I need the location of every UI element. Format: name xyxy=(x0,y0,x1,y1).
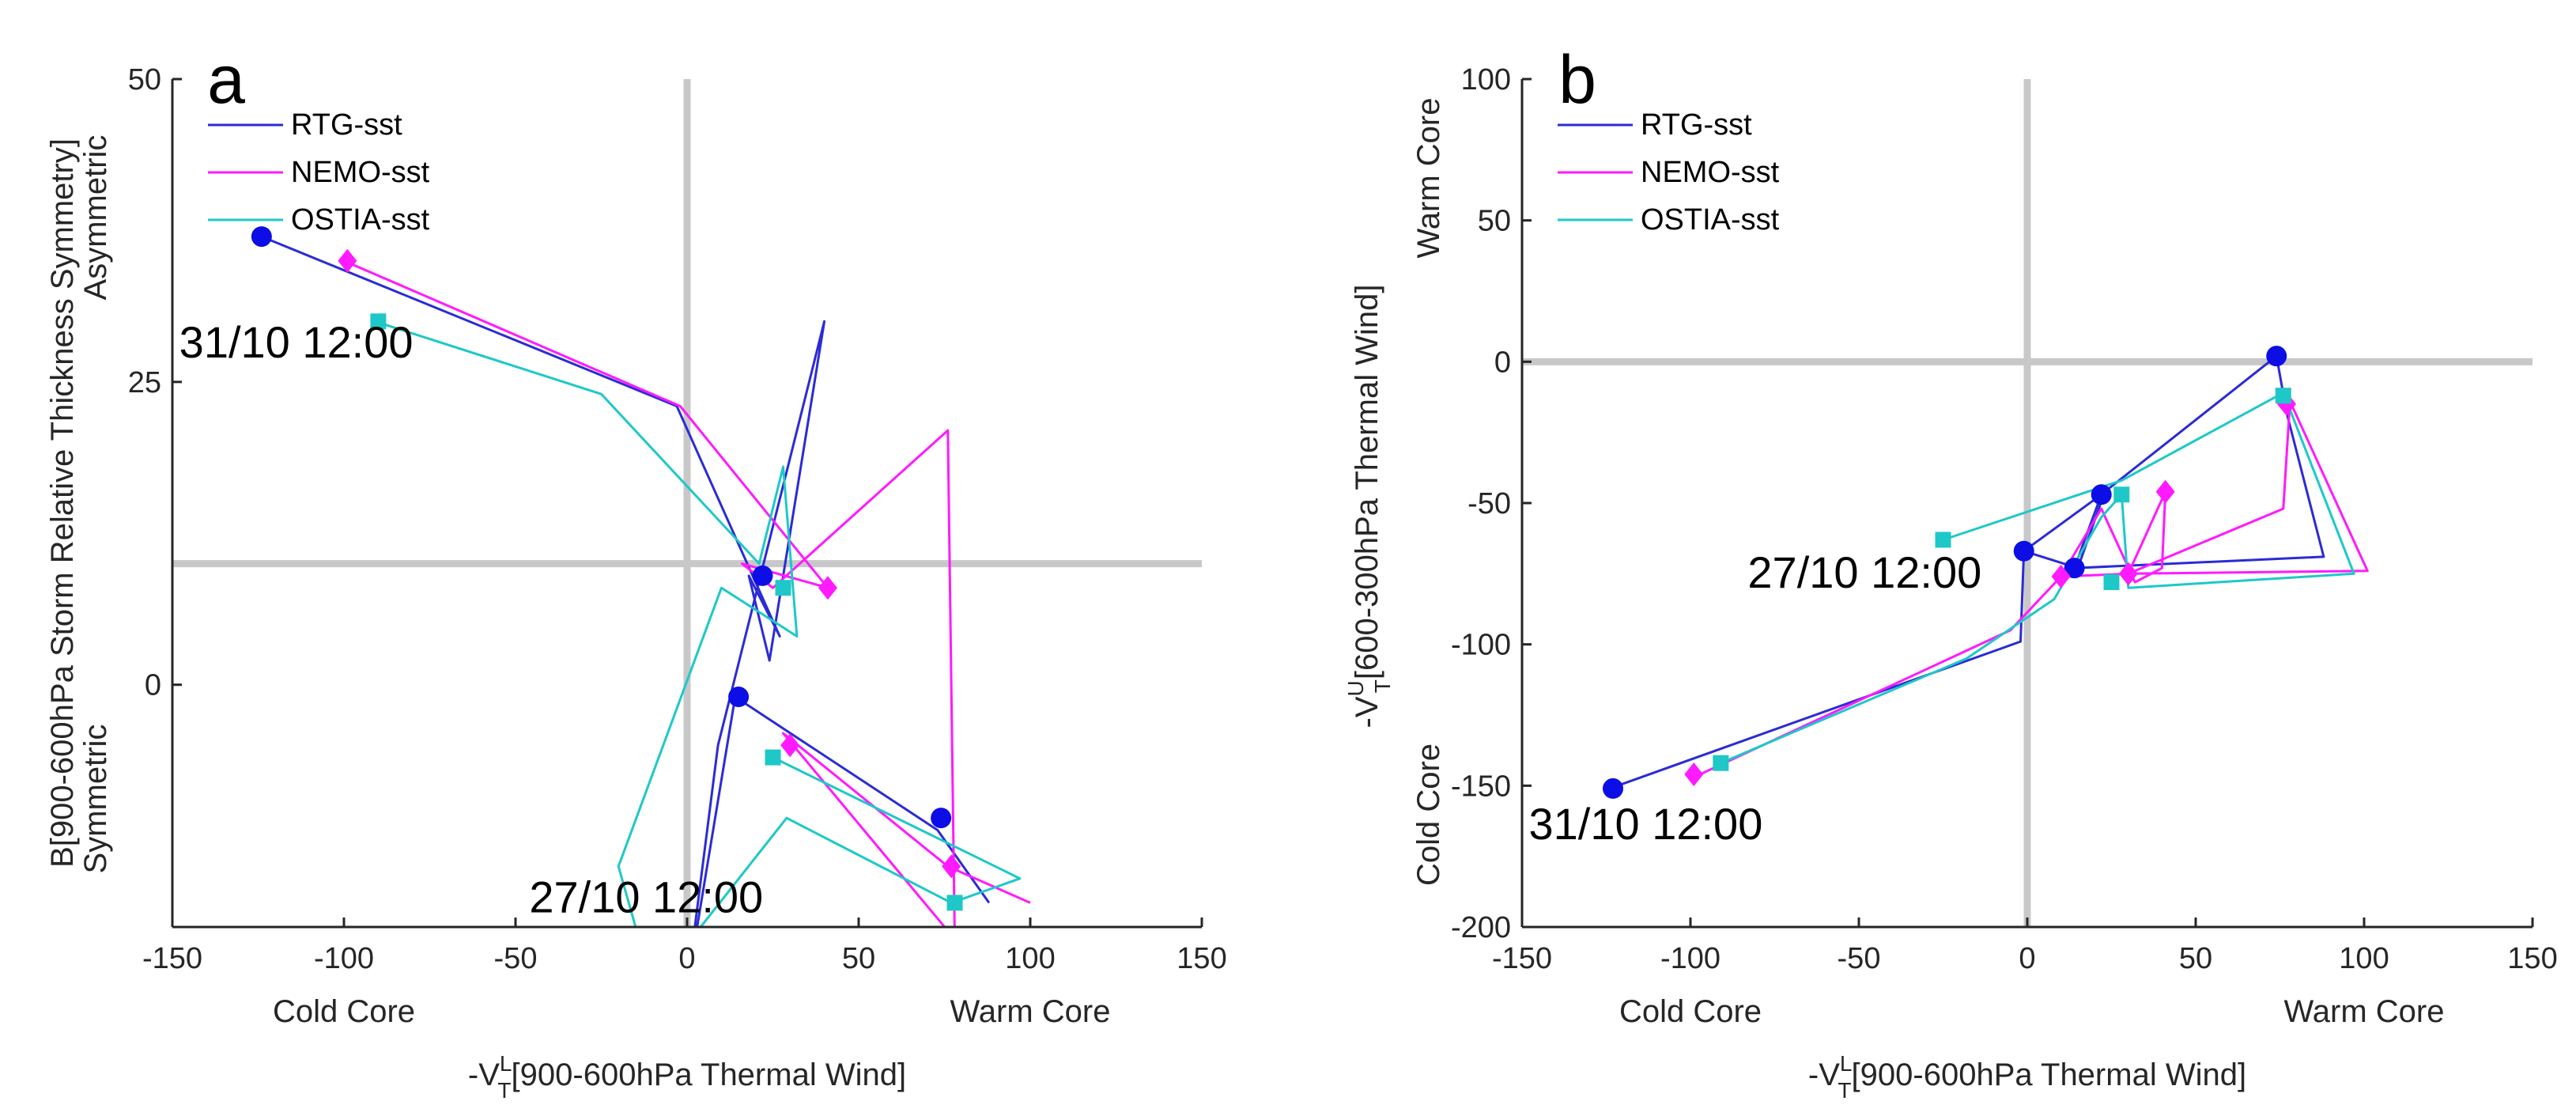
x-tick-label: -150 xyxy=(1492,942,1552,975)
y-region-label-top: Warm Core xyxy=(1411,98,1446,259)
series-line-OSTIA-sst xyxy=(374,320,1022,927)
marker-RTG-sst-4 xyxy=(2266,346,2287,367)
marker-RTG-sst-3 xyxy=(2064,558,2085,579)
x-axis-label-sub: T xyxy=(1838,1078,1851,1103)
legend-label-NEMO-sst: NEMO-sst xyxy=(291,156,430,189)
x-axis-label-prefix: -V xyxy=(1808,1058,1840,1092)
marker-NEMO-sst-1 xyxy=(2051,564,2071,588)
x-tick-label: 150 xyxy=(2507,942,2557,975)
panel-label: b xyxy=(1558,42,1596,118)
marker-RTG-sst-2 xyxy=(2091,484,2112,505)
y-region-label-bottom: Symmetric xyxy=(78,725,113,874)
data-layer xyxy=(251,226,1031,927)
x-tick-label: 100 xyxy=(1005,942,1055,975)
panel-label: a xyxy=(207,42,245,118)
marker-OSTIA-sst-0 xyxy=(1713,755,1729,771)
y-axis-label-rest: [600-300hPa Thermal Wind] xyxy=(1350,285,1384,680)
x-tick-label: 0 xyxy=(678,942,695,975)
x-tick-label: -50 xyxy=(1838,942,1881,975)
panel-b: -150 -100 -50 0 50 100 150-200-150-100-5005010… xyxy=(1343,42,2558,1103)
x-axis-label: -VL T[900-600hPa Thermal Wind] xyxy=(1808,1051,2246,1103)
y-tick-label: 25 xyxy=(128,366,161,399)
x-axis-label: -VL T[900-600hPa Thermal Wind] xyxy=(468,1051,906,1103)
annotation-0: 27/10 12:00 xyxy=(1747,547,1981,597)
legend-label-NEMO-sst: NEMO-sst xyxy=(1641,156,1780,189)
legend: RTG-sst NEMO-sst OSTIA-sst xyxy=(1558,108,1780,236)
x-axis-label-sub: T xyxy=(497,1078,511,1103)
y-tick-label: -50 xyxy=(1467,487,1511,520)
y-axis-label: B[900-600hPa Storm Relative Thickness Sy… xyxy=(45,138,80,868)
x-tick-label: 0 xyxy=(2019,942,2035,975)
x-tick-label: 150 xyxy=(1177,942,1226,975)
y-tick-label: 0 xyxy=(1494,346,1511,379)
marker-NEMO-sst-2 xyxy=(2118,562,2138,586)
x-region-label-left: Cold Core xyxy=(273,994,415,1029)
x-axis-label-rest: [900-600hPa Thermal Wind] xyxy=(512,1058,907,1092)
annotation-0: 31/10 12:00 xyxy=(179,317,414,367)
marker-RTG-sst-0 xyxy=(251,226,272,248)
marker-OSTIA-sst-3 xyxy=(2275,388,2291,404)
marker-OSTIA-sst-3 xyxy=(946,895,963,911)
y-axis-label-prefix: -V xyxy=(1350,696,1384,728)
x-tick-label: 100 xyxy=(2339,942,2389,975)
marker-OSTIA-sst-1 xyxy=(775,580,791,596)
y-region-label-top: Asymmetric xyxy=(78,135,113,301)
series-line-NEMO-sst xyxy=(343,259,1031,927)
y-tick-label: -100 xyxy=(1451,629,1511,662)
legend: RTG-sst NEMO-sst OSTIA-sst xyxy=(208,108,430,236)
x-tick-label: -100 xyxy=(314,942,374,975)
marker-NEMO-sst-0 xyxy=(338,248,357,273)
y-axis-label-sup: U xyxy=(1343,680,1368,696)
marker-NEMO-sst-2 xyxy=(780,733,800,758)
panel-a: -150 -100 -50 0 50 100 150 0 25 50 Cold Core Warm C… xyxy=(45,42,1227,1103)
marker-RTG-sst-1 xyxy=(2013,540,2034,562)
y-axis-label-sub: T xyxy=(1370,679,1395,693)
y-tick-label: 50 xyxy=(1478,205,1511,238)
y-region-label-bottom: Cold Core xyxy=(1411,744,1446,886)
series-line-OSTIA-sst xyxy=(1720,392,2355,765)
marker-NEMO-sst-1 xyxy=(818,576,837,600)
marker-OSTIA-sst-2 xyxy=(765,749,781,766)
x-axis-label-rest: [900-600hPa Thermal Wind] xyxy=(1852,1058,2247,1092)
x-tick-label: 50 xyxy=(842,942,875,975)
x-tick-label: 50 xyxy=(2179,942,2212,975)
y-axis-label: -VU T[600-300hPa Thermal Wind] xyxy=(1343,285,1395,728)
y-tick-label: -200 xyxy=(1451,911,1511,944)
marker-OSTIA-sst-4 xyxy=(1935,532,1951,548)
marker-OSTIA-sst-0 xyxy=(370,313,387,330)
marker-RTG-sst-3 xyxy=(931,808,952,829)
marker-NEMO-sst-3 xyxy=(2155,479,2175,504)
y-tick-label: 50 xyxy=(128,63,161,96)
x-tick-label: -50 xyxy=(494,942,538,975)
legend-label-OSTIA-sst: OSTIA-sst xyxy=(291,203,430,236)
x-axis-label-prefix: -V xyxy=(468,1058,500,1092)
marker-RTG-sst-1 xyxy=(752,565,773,586)
marker-RTG-sst-2 xyxy=(728,687,750,708)
legend-label-OSTIA-sst: OSTIA-sst xyxy=(1641,203,1780,236)
y-tick-label: 0 xyxy=(145,669,161,702)
series-line-RTG-sst xyxy=(261,235,991,927)
y-tick-label: -150 xyxy=(1451,770,1511,803)
x-axis-label-sup: L xyxy=(500,1051,512,1076)
x-region-label-right: Warm Core xyxy=(950,994,1111,1029)
x-region-label-left: Cold Core xyxy=(1619,994,1762,1029)
marker-OSTIA-sst-2 xyxy=(2113,486,2130,503)
y-tick-label: 100 xyxy=(1461,63,1511,96)
annotation-1: 27/10 12:00 xyxy=(529,872,763,922)
marker-NEMO-sst-3 xyxy=(942,854,961,879)
legend-label-RTG-sst: RTG-sst xyxy=(291,108,402,142)
x-tick-label: -150 xyxy=(142,942,202,975)
annotation-1: 31/10 12:00 xyxy=(1529,799,1763,849)
x-axis-label-sup: L xyxy=(1840,1051,1852,1076)
data-layer xyxy=(1603,346,2369,799)
marker-NEMO-sst-0 xyxy=(1684,762,1704,787)
legend-label-RTG-sst: RTG-sst xyxy=(1641,108,1752,142)
marker-OSTIA-sst-1 xyxy=(2103,574,2120,591)
x-region-label-right: Warm Core xyxy=(2284,994,2445,1029)
x-tick-label: -100 xyxy=(1660,942,1720,975)
marker-RTG-sst-0 xyxy=(1603,778,1624,799)
